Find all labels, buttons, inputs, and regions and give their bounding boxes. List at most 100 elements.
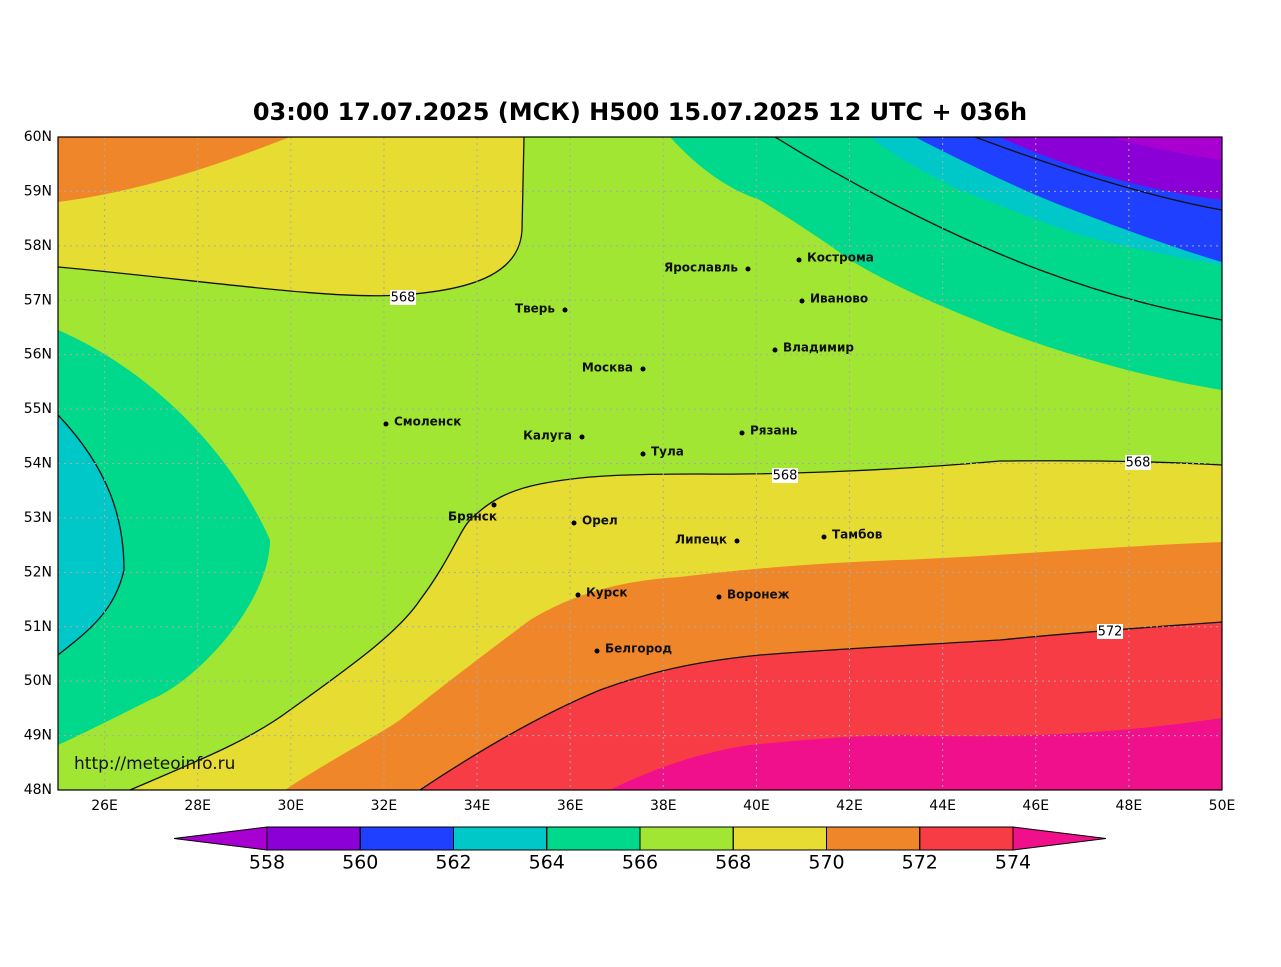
lon-tick-label: 38E	[650, 798, 677, 814]
city-label: Воронеж	[727, 588, 790, 602]
city-dot	[745, 266, 751, 272]
colorbar-segment	[453, 826, 548, 851]
city-label: Тамбов	[832, 528, 883, 542]
colorbar-segment	[546, 826, 641, 851]
colorbar-segment	[639, 826, 734, 851]
contour-label-bg	[772, 468, 798, 483]
colorbar: 558 560 562 564 566 568 570 572 574	[173, 826, 1107, 874]
cities: Ярославль Кострома Тверь Иваново Владимир Мос…	[383, 251, 883, 656]
city-label: Тверь	[515, 302, 556, 316]
lat-tick-label: 60N	[24, 129, 52, 145]
lat-tick-label: 57N	[24, 292, 52, 308]
colorbar-tick-label: 558	[249, 852, 285, 874]
lon-tick-label: 36E	[557, 798, 584, 814]
city-label: Смоленск	[394, 415, 461, 429]
lon-tick-label: 26E	[91, 798, 118, 814]
lat-tick-label: 51N	[24, 619, 52, 635]
lat-tick-label: 58N	[24, 238, 52, 254]
lat-tick-label: 54N	[24, 456, 52, 472]
city-dot	[562, 307, 568, 313]
colorbar-segment	[919, 826, 1014, 851]
credit: http://meteoinfo.ru	[74, 754, 235, 774]
city-dot	[579, 434, 585, 440]
map-title: 03:00 17.07.2025 (МСК) H500 15.07.2025 1…	[253, 98, 1027, 126]
colorbar-arrow	[173, 826, 268, 851]
city-label: Иваново	[810, 292, 868, 306]
lon-tick-label: 42E	[836, 798, 863, 814]
contour	[419, 621, 1222, 790]
city-dot	[739, 430, 745, 436]
colorbar-segment	[826, 826, 921, 851]
lon-tick-label: 44E	[929, 798, 956, 814]
city-label: Брянск	[448, 510, 497, 524]
contour	[774, 137, 1222, 321]
city-label: Орел	[582, 514, 618, 528]
city-label: Рязань	[750, 424, 798, 438]
contour	[129, 460, 1222, 790]
colorbar-tick-label: 568	[715, 852, 751, 874]
lat-tick-label: 59N	[24, 183, 52, 199]
colorbar-tick-label: 564	[529, 852, 565, 874]
city-label: Ярославль	[664, 261, 738, 275]
lat-tick-label: 50N	[24, 673, 52, 689]
lat-tick-label: 49N	[24, 728, 52, 744]
lon-tick-label: 40E	[743, 798, 770, 814]
contour-label-bg	[390, 290, 416, 305]
city-dot	[491, 502, 497, 508]
city-label: Москва	[582, 361, 633, 375]
city-dot	[571, 520, 577, 526]
contour	[974, 137, 1222, 211]
contour-label: 572	[1098, 625, 1123, 640]
city-label: Кострома	[807, 251, 874, 265]
city-dot	[796, 257, 802, 263]
colorbar-tick-label: 560	[342, 852, 378, 874]
city-label: Калуга	[523, 429, 572, 443]
city-dot	[772, 347, 778, 353]
colorbar-tick-label: 574	[995, 852, 1031, 874]
lat-tick-label: 55N	[24, 401, 52, 417]
field-area	[1000, 137, 1222, 200]
lat-tick-label: 56N	[24, 347, 52, 363]
lat-tick-label: 53N	[24, 510, 52, 526]
field-area	[1110, 137, 1222, 160]
field-area	[58, 330, 270, 745]
city-label: Курск	[586, 586, 627, 600]
contour-label-bg	[1125, 455, 1151, 470]
colorbar-segment	[359, 826, 454, 851]
field-area	[58, 137, 290, 202]
contour	[58, 414, 125, 656]
city-dot	[799, 298, 805, 304]
city-dot	[575, 592, 581, 598]
contour-label: 568	[391, 291, 416, 306]
lon-tick-label: 30E	[277, 798, 304, 814]
city-dot	[594, 648, 600, 654]
city-label: Белгород	[605, 642, 672, 656]
colorbar-tick-label: 566	[622, 852, 658, 874]
lon-tick-label: 50E	[1209, 798, 1236, 814]
colorbar-segment	[732, 826, 827, 851]
contour-label: 568	[1126, 456, 1151, 471]
field: Ярославль Кострома Тверь Иваново Владимир Мос…	[58, 137, 1222, 790]
city-dot	[716, 594, 722, 600]
lat-tick-label: 48N	[24, 782, 52, 798]
colorbar-tick-label: 572	[902, 852, 938, 874]
field-area	[58, 415, 124, 655]
colorbar-arrow	[1012, 826, 1107, 851]
colorbar-tick-label: 570	[808, 852, 844, 874]
city-label: Владимир	[783, 341, 854, 355]
lon-tick-label: 32E	[371, 798, 398, 814]
city-label: Липецк	[675, 533, 727, 547]
city-dot	[734, 538, 740, 544]
lon-tick-label: 48E	[1116, 798, 1143, 814]
grid	[58, 137, 1222, 790]
contour	[58, 137, 525, 297]
city-dot	[640, 366, 646, 372]
field-area	[610, 718, 1222, 790]
city-dot	[640, 451, 646, 457]
lon-tick-label: 28E	[184, 798, 211, 814]
city-dot	[383, 421, 389, 427]
lon-tick-label: 46E	[1022, 798, 1049, 814]
contour-label-bg	[1097, 624, 1123, 639]
colorbar-tick-label: 562	[435, 852, 471, 874]
